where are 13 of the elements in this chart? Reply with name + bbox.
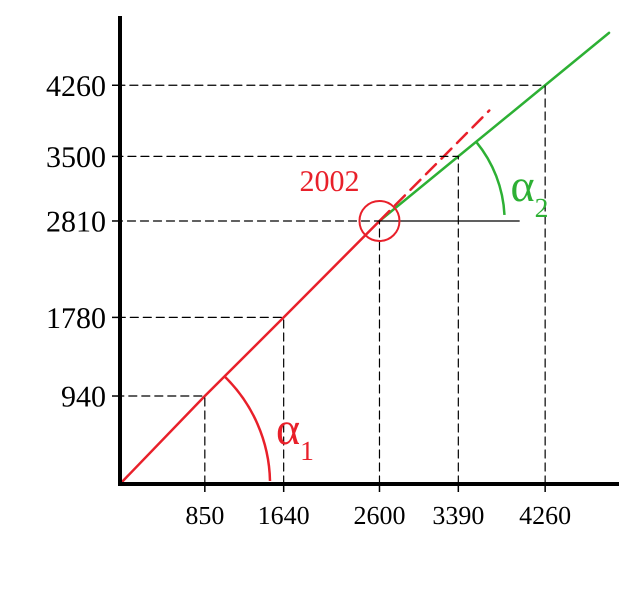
x-tick-label: 850 xyxy=(185,501,224,530)
y-tick-label: 3500 xyxy=(46,140,106,174)
x-tick-label: 2600 xyxy=(353,501,406,530)
x-tick-label: 4260 xyxy=(519,501,572,530)
x-tick-label: 1640 xyxy=(258,501,310,530)
y-tick-label: 1780 xyxy=(46,302,106,335)
y-tick-label: 2810 xyxy=(46,205,106,238)
annotation: α$_{1}$ xyxy=(276,403,314,466)
annotation: 2002 xyxy=(299,164,360,198)
y-tick-label: 940 xyxy=(61,380,106,414)
annotation: α$_{2}$ xyxy=(510,160,548,222)
y-tick-label: 4260 xyxy=(46,70,106,103)
x-tick-label: 3390 xyxy=(432,501,484,530)
